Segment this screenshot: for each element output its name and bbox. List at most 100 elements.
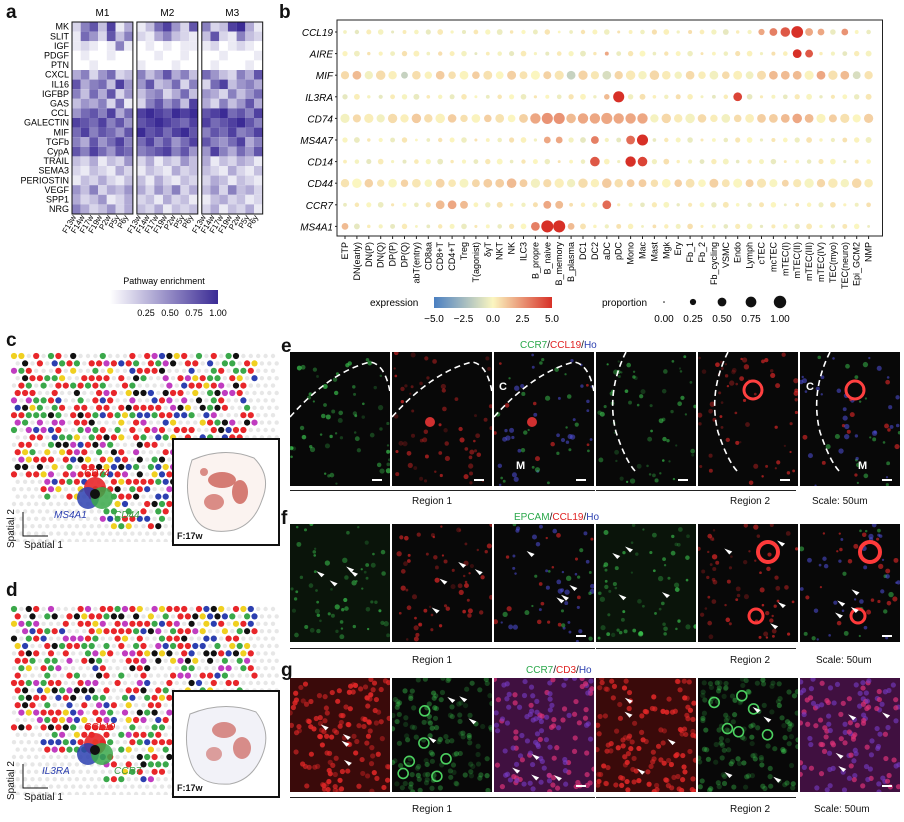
dot-CD44-cTEC (756, 178, 767, 188)
cell-blob (432, 715, 439, 721)
cell-blob (584, 771, 590, 778)
panel-label-d: d (6, 580, 18, 601)
dot-MS4A7-CD8aa (426, 138, 431, 142)
spot-empty (96, 688, 102, 693)
cell-blob (827, 783, 833, 789)
cell-blob (538, 728, 545, 734)
cell-blob (718, 736, 725, 742)
cell-blob (464, 580, 468, 584)
cell-blob (846, 775, 853, 781)
spot (236, 628, 243, 635)
cell-blob (365, 733, 372, 739)
spot-empty (204, 680, 209, 686)
cell-blob (489, 426, 492, 431)
stain-f-sep2: / (583, 512, 587, 523)
dot-MS4A7-δγT (485, 138, 490, 142)
cell-blob (709, 401, 716, 407)
spot (210, 382, 217, 389)
spot (247, 650, 254, 657)
dot-IL3RA-Lymph (746, 93, 753, 100)
cell-blob (476, 452, 482, 457)
dot-MIF-VSMC (721, 71, 730, 80)
pathway-label: GAS (50, 98, 69, 108)
cell-blob (842, 407, 847, 412)
spot (181, 397, 188, 404)
cell-blob (500, 476, 503, 480)
spot-empty (59, 524, 65, 529)
cell-blob (735, 598, 739, 602)
cell-blob (384, 763, 390, 770)
spot (25, 665, 32, 672)
spot-empty (41, 769, 46, 774)
cell-blob (522, 678, 528, 685)
spot (210, 412, 217, 419)
cell-blob (486, 543, 492, 549)
spot-empty (34, 501, 39, 507)
spot (114, 471, 121, 478)
cell-blob (674, 678, 680, 684)
dot-IL3RA-Epi_GCM2 (853, 94, 860, 100)
cell-blob (354, 738, 360, 745)
spot-empty (200, 658, 205, 663)
spot-empty (63, 666, 68, 671)
arrowhead (835, 752, 844, 759)
pathway-label: IGFBP (42, 89, 69, 99)
spot-empty (59, 390, 65, 396)
spot-empty (119, 538, 124, 544)
spot (214, 642, 221, 650)
spot (62, 441, 69, 448)
cell-blob (698, 356, 701, 360)
dot-CCL19-Epi_GCM2 (854, 30, 859, 34)
spot-empty (85, 398, 91, 403)
spot-empty (89, 777, 94, 782)
cell-blob (654, 611, 657, 615)
cell-blob (450, 762, 457, 768)
heatmap-cell (72, 79, 81, 90)
spot-empty (263, 636, 268, 641)
dot-CD44-Treg (459, 178, 469, 188)
spot-empty (274, 376, 279, 381)
cell-blob (678, 527, 683, 532)
cell-blob (671, 359, 675, 363)
spot-empty (274, 629, 279, 634)
spot-empty (178, 420, 183, 425)
spot (51, 687, 58, 694)
cell-blob (586, 399, 590, 404)
spot (144, 694, 151, 701)
cell-blob (763, 631, 769, 637)
spot-empty (145, 472, 150, 477)
cell-blob (298, 684, 304, 691)
spot-empty (104, 479, 109, 484)
cell-blob (660, 708, 666, 714)
cell-blob (730, 555, 733, 558)
spot-empty (82, 509, 87, 514)
dot-AIRE-abT(entry) (413, 50, 420, 57)
cell-blob (387, 458, 390, 462)
arrowhead (777, 602, 786, 609)
cell-blob (838, 736, 844, 742)
dot-AIRE-B_memory (556, 51, 562, 56)
cell-blob (599, 411, 605, 417)
spot-empty (37, 703, 43, 708)
spot-empty (148, 791, 154, 797)
cell-blob (571, 748, 578, 754)
heatmap-cell (180, 156, 190, 166)
spot (10, 426, 18, 434)
cell-blob (843, 630, 849, 636)
spot-empty (78, 531, 83, 536)
spot-empty (130, 784, 135, 789)
spot (210, 635, 217, 642)
spot-empty (111, 732, 117, 737)
dot-CCR7-Fb_2 (699, 202, 705, 208)
cell-blob (662, 436, 667, 442)
spot (129, 397, 136, 404)
spot (133, 419, 140, 426)
spot (125, 404, 132, 411)
cell-blob (836, 550, 839, 553)
spot-empty (237, 614, 242, 619)
cell-blob (723, 717, 729, 723)
spot (73, 478, 80, 485)
heatmap-cell (245, 22, 254, 32)
heatmap-cell (227, 22, 237, 32)
spot-empty (122, 353, 128, 359)
